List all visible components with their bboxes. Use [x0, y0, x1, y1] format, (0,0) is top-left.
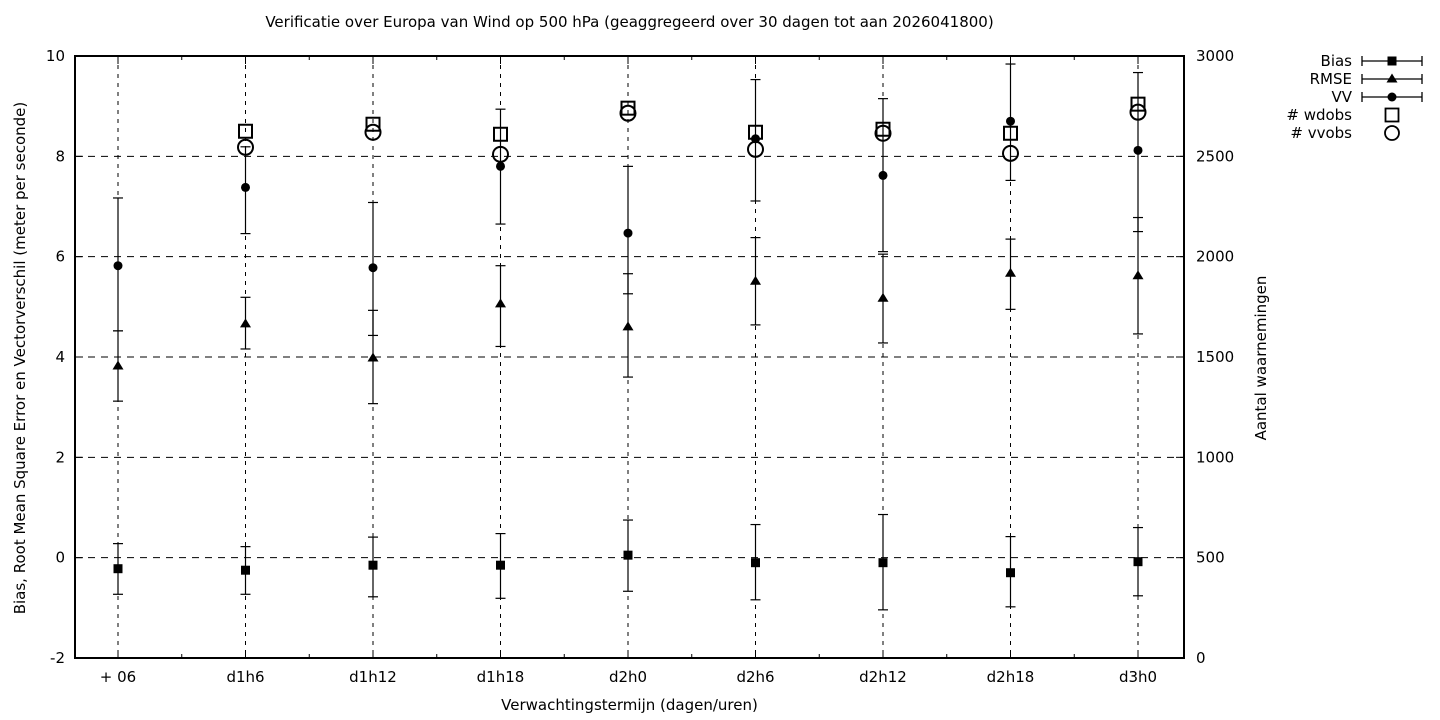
legend-item-wdobs: # wdobs [1286, 106, 1426, 124]
legend-item-vvobs: # vvobs [1286, 124, 1426, 142]
legend-label-wdobs: # wdobs [1286, 106, 1352, 124]
legend-label-rmse: RMSE [1309, 70, 1352, 88]
rmse-marker-icon [1361, 73, 1423, 84]
bias-marker-icon [1361, 56, 1423, 66]
legend-item-bias: Bias [1286, 52, 1426, 70]
legend-item-vv: VV [1286, 88, 1426, 106]
svg-text:6: 6 [55, 248, 65, 266]
svg-text:+ 06: + 06 [100, 668, 136, 686]
svg-text:3000: 3000 [1196, 47, 1234, 65]
svg-text:d1h12: d1h12 [349, 668, 397, 686]
svg-text:d2h6: d2h6 [736, 668, 774, 686]
svg-text:4: 4 [55, 348, 65, 366]
svg-text:10: 10 [46, 47, 65, 65]
svg-text:2: 2 [55, 448, 65, 466]
svg-text:-2: -2 [50, 649, 65, 667]
x-axis-label: Verwachtingstermijn (dagen/uren) [501, 696, 758, 714]
chart-title: Verificatie over Europa van Wind op 500 … [265, 13, 994, 31]
svg-text:d2h12: d2h12 [859, 668, 907, 686]
legend-label-vvobs: # vvobs [1290, 124, 1352, 142]
svg-text:8: 8 [55, 147, 65, 165]
legend: Bias RMSE VV # wdobs # vvobs [1286, 52, 1426, 142]
vvobs-marker-icon [1384, 125, 1400, 141]
svg-text:d3h0: d3h0 [1119, 668, 1157, 686]
svg-text:d1h18: d1h18 [477, 668, 525, 686]
legend-label-bias: Bias [1320, 52, 1352, 70]
svg-text:0: 0 [55, 549, 65, 567]
svg-text:500: 500 [1196, 549, 1225, 567]
svg-text:d1h6: d1h6 [226, 668, 264, 686]
vv-marker-icon [1361, 92, 1423, 102]
svg-text:d2h18: d2h18 [987, 668, 1035, 686]
legend-item-rmse: RMSE [1286, 70, 1426, 88]
svg-text:1500: 1500 [1196, 348, 1234, 366]
svg-text:1000: 1000 [1196, 448, 1234, 466]
svg-text:0: 0 [1196, 649, 1206, 667]
legend-label-vv: VV [1331, 88, 1352, 106]
svg-text:2000: 2000 [1196, 248, 1234, 266]
svg-text:2500: 2500 [1196, 147, 1234, 165]
wdobs-marker-icon [1384, 107, 1400, 123]
svg-text:d2h0: d2h0 [609, 668, 647, 686]
